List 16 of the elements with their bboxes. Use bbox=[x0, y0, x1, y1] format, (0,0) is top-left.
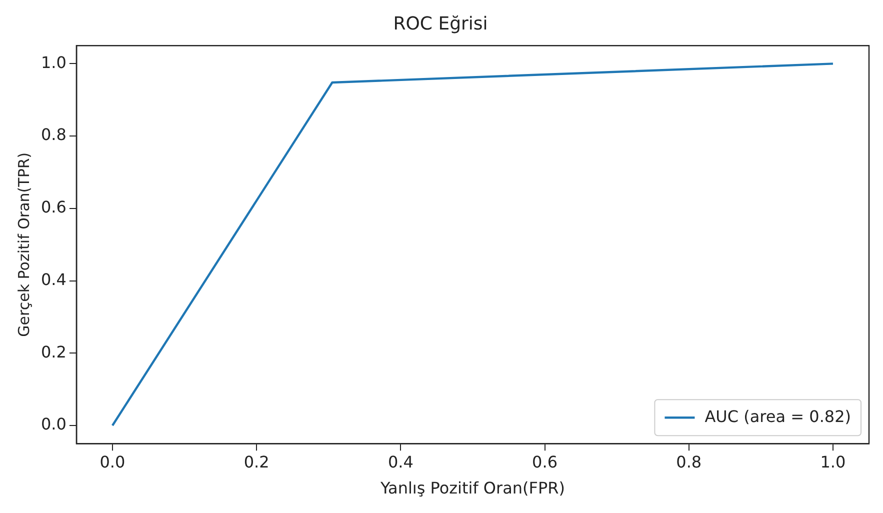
y-tick-label: 0.4 bbox=[40, 270, 66, 289]
x-tick-label: 1.0 bbox=[820, 452, 846, 472]
x-tick-label: 0.8 bbox=[676, 452, 702, 472]
y-tick-label: 1.0 bbox=[40, 52, 66, 72]
y-tick-label: 0.0 bbox=[40, 414, 66, 434]
x-axis-title: Yanlış Pozitif Oran(FPR) bbox=[379, 478, 565, 498]
x-tick-label: 0.0 bbox=[100, 452, 126, 472]
y-tick-label: 0.2 bbox=[40, 342, 66, 362]
x-tick-label: 0.4 bbox=[388, 452, 414, 472]
x-tick-label: 0.6 bbox=[532, 452, 558, 472]
y-axis-title: Gerçek Pozitif Oran(TPR) bbox=[14, 152, 33, 337]
y-tick-label: 0.8 bbox=[40, 125, 66, 144]
x-tick-label: 0.2 bbox=[244, 452, 270, 472]
legend-label: AUC (area = 0.82) bbox=[704, 406, 851, 426]
chart-title: ROC Eğrisi bbox=[393, 13, 488, 34]
y-tick-label: 0.6 bbox=[40, 198, 66, 217]
